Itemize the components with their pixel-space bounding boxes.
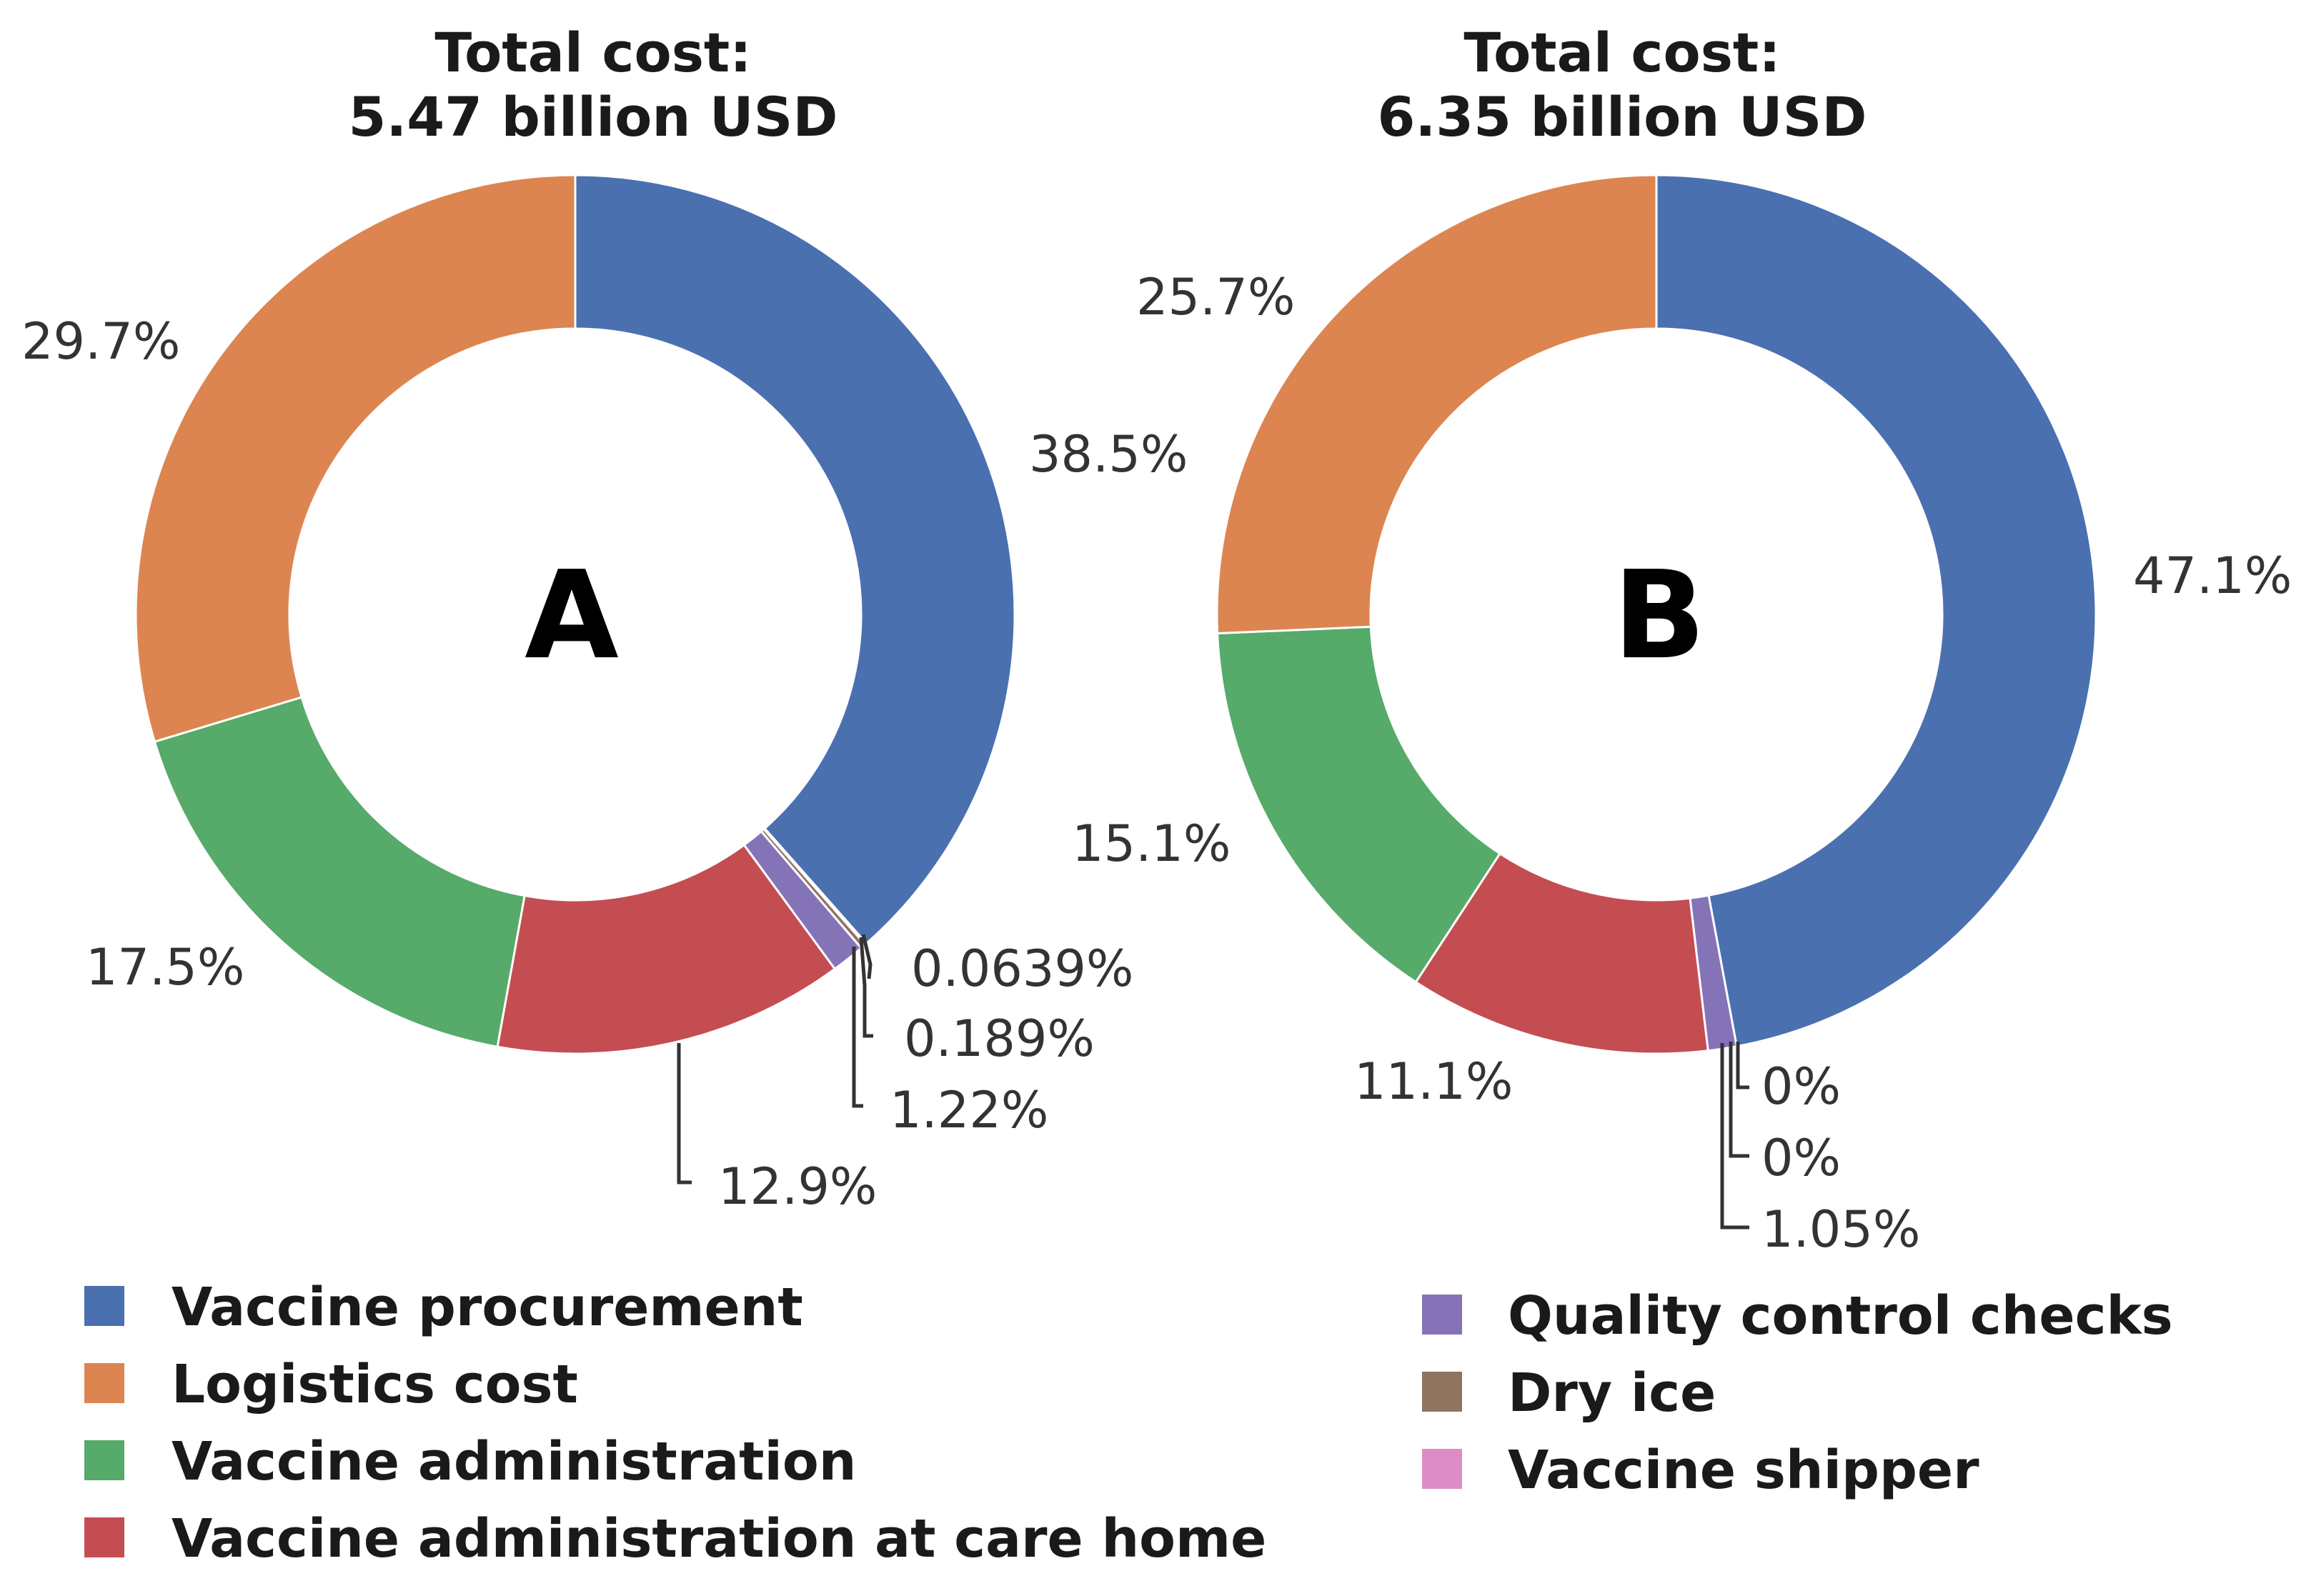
pct-label-a-qc: 1.22%	[890, 1081, 1048, 1139]
slice-b-logistics-cost	[1216, 174, 1658, 635]
legend-swatch-logistics	[84, 1363, 124, 1403]
legend-swatch-procurement	[84, 1286, 124, 1326]
chart-a-title-line2: 5.47 billion USD	[349, 85, 838, 149]
pct-label-a-administration: 17.5%	[86, 938, 244, 997]
legend-label-administration: Vaccine administration	[172, 1431, 856, 1492]
chart-b-title-line2: 6.35 billion USD	[1378, 85, 1867, 149]
legend-swatch-dryice	[1422, 1372, 1462, 1412]
leader-line-b-dryice	[1729, 1042, 1749, 1158]
slice-a-vaccine-administration	[153, 696, 526, 1049]
pct-label-a-procurement: 38.5%	[1029, 425, 1188, 484]
legend-label-dryice: Dry ice	[1508, 1362, 1716, 1424]
legend-swatch-qc	[1422, 1295, 1462, 1335]
legend-label-logistics: Logistics cost	[172, 1354, 578, 1415]
leader-line-a-carehome	[677, 1043, 692, 1184]
pct-label-b-logistics: 25.7%	[1136, 268, 1295, 326]
chart-b-title-line1: Total cost:	[1463, 21, 1780, 84]
leader-line-b-qc	[1720, 1043, 1749, 1230]
pct-label-b-qc: 1.05%	[1761, 1200, 1920, 1259]
leader-line-a-qc	[852, 947, 863, 1108]
pct-label-b-shipper: 0%	[1761, 1057, 1841, 1116]
legend-label-carehome: Vaccine administration at care home	[172, 1508, 1266, 1570]
chart-a-slices	[134, 174, 1016, 1055]
pct-label-a-shipper: 0.0639%	[911, 939, 1133, 998]
chart-b-center-label: B	[1613, 545, 1706, 687]
leader-line-a-dryice	[859, 937, 873, 1038]
slice-b-vaccine-procurement	[1655, 174, 2097, 1048]
leader-line-a-shipper	[861, 934, 873, 979]
slice-a-vaccine-procurement	[574, 174, 1016, 945]
chart-b-slices	[1216, 174, 2097, 1055]
chart-a-center-label: A	[525, 545, 619, 687]
pct-label-b-procurement: 47.1%	[2133, 547, 2292, 605]
legend-swatch-carehome	[84, 1517, 124, 1557]
legend-label-qc: Quality control checks	[1508, 1285, 2173, 1347]
pct-label-b-dryice: 0%	[1761, 1129, 1841, 1187]
legend-label-procurement: Vaccine procurement	[172, 1277, 803, 1338]
legend-label-shipper: Vaccine shipper	[1508, 1440, 1979, 1501]
slice-a-logistics-cost	[134, 174, 577, 744]
pct-label-a-dryice: 0.189%	[904, 1009, 1095, 1068]
slice-a-vaccine-administration-at-care-home	[496, 843, 837, 1055]
chart-a-title-line1: Total cost:	[434, 21, 751, 84]
leader-line-b-shipper	[1736, 1042, 1749, 1089]
legend: Vaccine procurement Logistics cost Vacci…	[84, 1277, 2173, 1570]
pct-label-a-carehome: 12.9%	[718, 1157, 877, 1216]
pct-label-b-carehome: 11.1%	[1354, 1052, 1513, 1111]
pct-label-b-administration: 15.1%	[1072, 814, 1231, 873]
legend-swatch-shipper	[1422, 1449, 1462, 1489]
pct-label-a-logistics: 29.7%	[21, 312, 180, 371]
legend-swatch-administration	[84, 1440, 124, 1480]
slice-b-vaccine-administration	[1216, 625, 1502, 984]
